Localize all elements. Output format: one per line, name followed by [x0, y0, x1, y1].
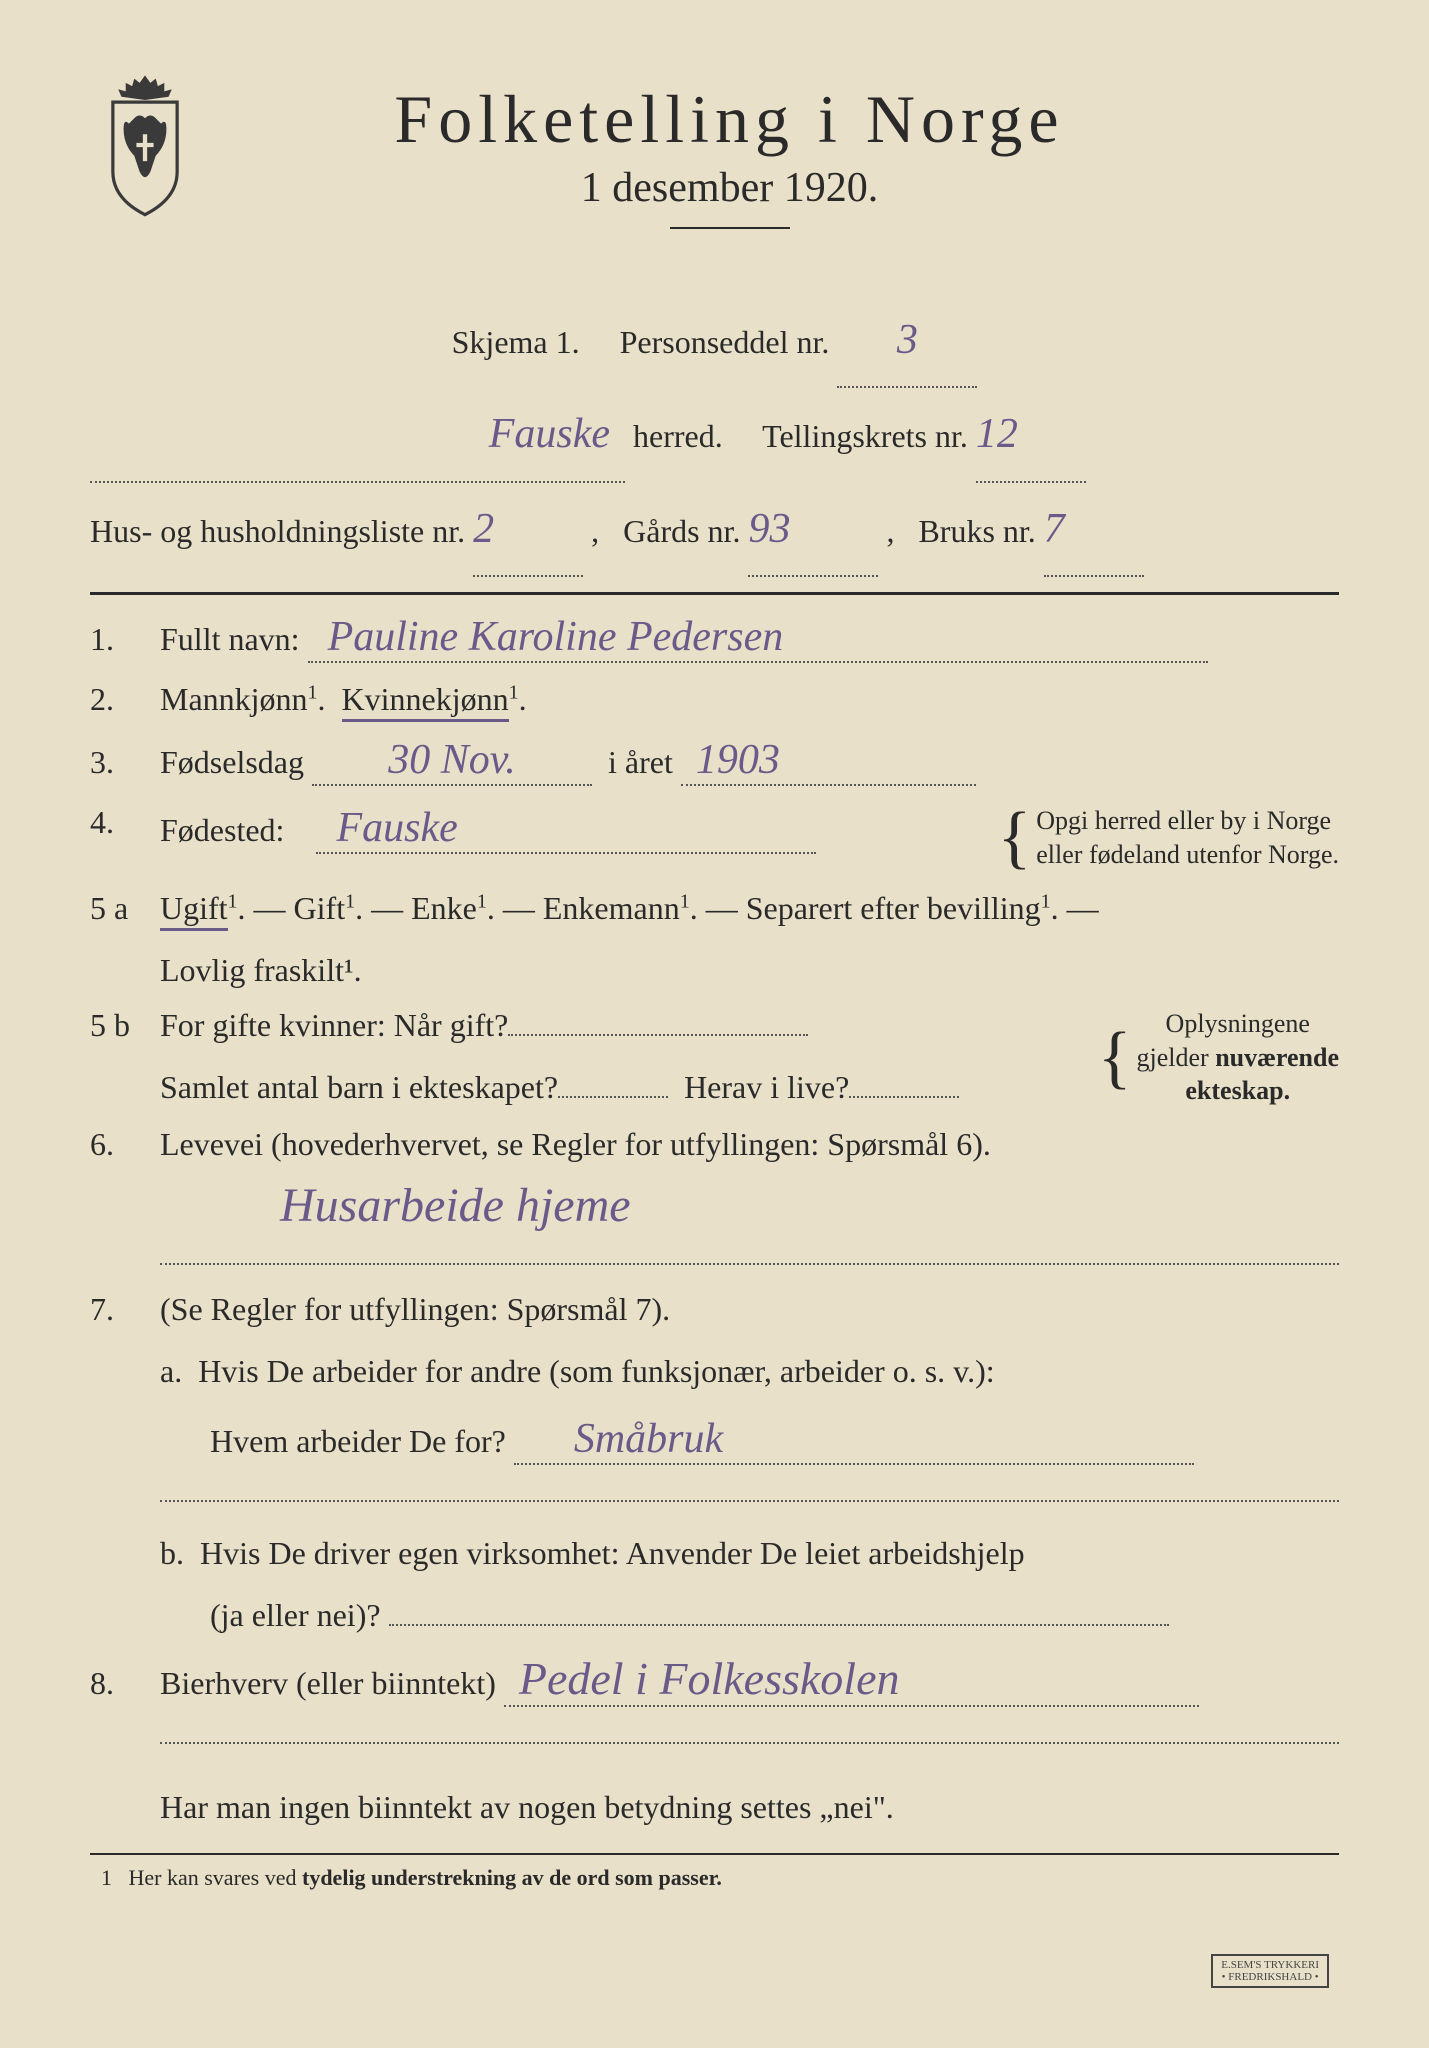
q7-num: 7. [90, 1291, 160, 1328]
bottom-note: Har man ingen biinntekt av nogen betydni… [90, 1772, 1339, 1842]
q8: 8. Bierhverv (eller biinntekt) Pedel i F… [90, 1652, 1339, 1752]
census-form-page: Folketelling i Norge 1 desember 1920. Sk… [0, 0, 1429, 2048]
q7: 7. (Se Regler for utfyllingen: Spørsmål … [90, 1291, 1339, 1634]
q2-kvinne: Kvinnekjønn [342, 681, 509, 717]
q5a-line2: Lovlig fraskilt¹. [160, 952, 1339, 989]
title-block: Folketelling i Norge 1 desember 1920. [230, 60, 1339, 269]
printer-stamp: E.SEM'S TRYKKERI • FREDRIKSHALD • [1211, 1954, 1329, 1988]
q5b-l2a: Samlet antal barn i ekteskapet? [160, 1069, 558, 1105]
herred-label: herred. [633, 418, 723, 454]
q2-mann: Mannkjønn [160, 681, 308, 717]
q7a2: Hvem arbeider De for? [210, 1423, 506, 1459]
q6: 6. Levevei (hovederhvervet, se Regler fo… [90, 1126, 1339, 1273]
q6-label: Levevei (hovederhvervet, se Regler for u… [160, 1126, 1339, 1163]
q5b-l1: For gifte kvinner: Når gift? [160, 1007, 508, 1043]
gards-label: Gårds nr. [623, 513, 740, 549]
q4-label: Fødested: [160, 812, 284, 848]
tellingskrets-value: 12 [976, 388, 1018, 480]
q7b2: (ja eller nei)? [210, 1597, 381, 1633]
q3-label: Fødselsdag [160, 744, 304, 780]
q4-note1: Opgi herred eller by i Norge [1036, 804, 1339, 838]
footnote: 1 Her kan svares ved tydelig understrekn… [90, 1865, 1339, 1891]
q2-num: 2. [90, 681, 160, 718]
q5b-l2b: Herav i live? [684, 1069, 849, 1105]
personseddel-value: 3 [897, 294, 918, 386]
q8-num: 8. [90, 1665, 160, 1702]
q5b-num: 5 b [90, 1007, 160, 1044]
q3-num: 3. [90, 744, 160, 781]
q1-num: 1. [90, 621, 160, 658]
q5b-note3: ekteskap. [1137, 1074, 1339, 1108]
q5a: 5 a Ugift1. — Gift1. — Enke1. — Enkemann… [90, 890, 1339, 989]
q1-value: Pauline Karoline Pedersen [328, 613, 784, 661]
meta-block: Skjema 1. Personseddel nr. 3 Fauske herr… [90, 294, 1339, 577]
header: Folketelling i Norge 1 desember 1920. [90, 60, 1339, 269]
q2: 2. Mannkjønn1. Kvinnekjønn1. [90, 681, 1339, 718]
q5b-note1: Oplysningene [1137, 1007, 1339, 1041]
q4-value: Fauske [336, 804, 457, 852]
hus-value: 2 [473, 483, 494, 575]
divider-2 [90, 1853, 1339, 1855]
q7-label: (Se Regler for utfyllingen: Spørsmål 7). [160, 1291, 1339, 1328]
q4: 4. Fødested: Fauske { Opgi herred eller … [90, 804, 1339, 872]
stamp-line1: E.SEM'S TRYKKERI [1221, 1959, 1319, 1971]
hus-label: Hus- og husholdningsliste nr. [90, 513, 465, 549]
skjema-label: Skjema 1. [452, 324, 580, 360]
q3-mid: i året [608, 744, 673, 780]
q3-day: 30 Nov. [388, 736, 516, 784]
hus-line: Hus- og husholdningsliste nr. 2 , Gårds … [90, 483, 1339, 577]
q3: 3. Fødselsdag 30 Nov. i året 1903 [90, 736, 1339, 786]
q8-label: Bierhverv (eller biinntekt) [160, 1665, 496, 1701]
gards-value: 93 [748, 483, 790, 575]
q4-note2: eller fødeland utenfor Norge. [1036, 838, 1339, 872]
q6-num: 6. [90, 1126, 160, 1163]
q7a: Hvis De arbeider for andre (som funksjon… [198, 1353, 994, 1389]
tellingskrets-label: Tellingskrets nr. [762, 418, 968, 454]
coat-of-arms-icon [90, 70, 200, 220]
q7b: Hvis De driver egen virksomhet: Anvender… [200, 1535, 1025, 1571]
q7a-value: Småbruk [574, 1415, 723, 1463]
q4-num: 4. [90, 804, 160, 841]
footnote-num: 1 [101, 1865, 112, 1890]
q5b-note2: gjelder nuværende [1137, 1041, 1339, 1075]
divider-1 [90, 592, 1339, 595]
stamp-line2: • FREDRIKSHALD • [1221, 1971, 1319, 1983]
skjema-line: Skjema 1. Personseddel nr. 3 [90, 294, 1339, 388]
q1-label: Fullt navn: [160, 621, 300, 657]
q5b: 5 b For gifte kvinner: Når gift? Samlet … [90, 1007, 1339, 1108]
bruks-value: 7 [1044, 483, 1065, 575]
main-title: Folketelling i Norge [230, 80, 1229, 159]
q3-year: 1903 [696, 736, 780, 784]
q8-value: Pedel i Folkesskolen [519, 1652, 900, 1705]
q5a-num: 5 a [90, 890, 160, 927]
subtitle: 1 desember 1920. [230, 164, 1229, 212]
bruks-label: Bruks nr. [918, 513, 1035, 549]
q1: 1. Fullt navn: Pauline Karoline Pedersen [90, 613, 1339, 663]
personseddel-label: Personseddel nr. [620, 324, 830, 360]
herred-value: Fauske [489, 388, 610, 480]
herred-line: Fauske herred. Tellingskrets nr. 12 [90, 388, 1339, 482]
title-underline [670, 227, 790, 229]
q6-value: Husarbeide hjeme [280, 1178, 631, 1233]
